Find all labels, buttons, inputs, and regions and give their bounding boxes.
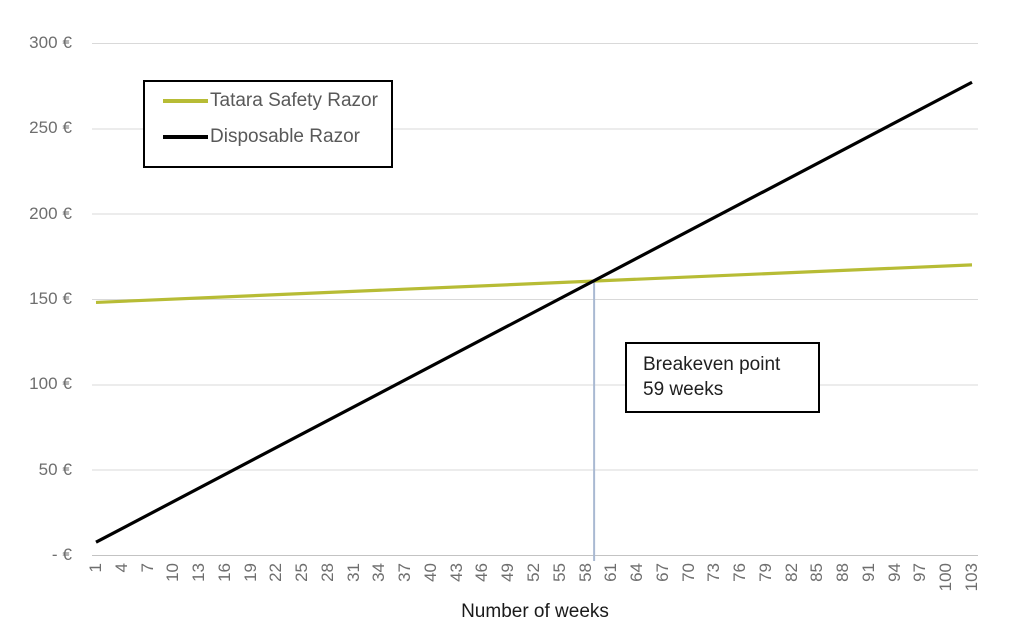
x-tick-label-70: 70 <box>678 563 698 582</box>
x-tick-label-43: 43 <box>446 563 466 582</box>
y-tick-label-300: 300 € <box>29 33 72 52</box>
x-tick-label-94: 94 <box>884 563 904 582</box>
series-line-disposable-razor <box>95 80 973 544</box>
legend-entry-disposable: Disposable Razor <box>163 126 385 148</box>
legend: Tatara Safety Razor Disposable Razor <box>143 80 393 168</box>
x-tick-label-55: 55 <box>549 563 569 582</box>
x-tick-label-1: 1 <box>86 563 105 573</box>
disposable-line-swatch <box>163 135 208 139</box>
legend-label-tatara: Tatara Safety Razor <box>210 90 378 111</box>
y-tick-label-0: - € <box>51 545 72 564</box>
x-tick-label-34: 34 <box>369 563 389 582</box>
breakeven-annotation: Breakeven point 59 weeks <box>625 342 820 413</box>
legend-entry-tatara: Tatara Safety Razor <box>163 90 385 112</box>
x-tick-label-88: 88 <box>833 563 853 582</box>
x-tick-label-82: 82 <box>781 563 801 582</box>
y-tick-label-100: 100 € <box>29 374 72 394</box>
x-tick-label-97: 97 <box>910 563 930 582</box>
x-tick-label-73: 73 <box>704 563 724 582</box>
x-tick-label-67: 67 <box>652 563 672 582</box>
y-tick-label-200: 200 € <box>29 203 72 223</box>
legend-label-disposable: Disposable Razor <box>210 126 360 147</box>
x-tick-label-22: 22 <box>266 563 286 582</box>
y-tick-label-150: 150 € <box>29 289 72 308</box>
x-tick-label-31: 31 <box>343 563 363 582</box>
x-tick-label-16: 16 <box>214 563 234 582</box>
x-tick-label-37: 37 <box>395 563 415 582</box>
annotation-line1: Breakeven point <box>643 354 781 375</box>
x-tick-label-85: 85 <box>807 563 827 582</box>
x-tick-label-100: 100 <box>936 563 956 592</box>
x-tick-label-58: 58 <box>575 563 595 582</box>
x-tick-label-13: 13 <box>189 563 209 582</box>
x-tick-label-25: 25 <box>292 563 312 582</box>
x-tick-label-76: 76 <box>730 563 750 582</box>
x-tick-label-10: 10 <box>163 563 183 582</box>
x-tick-label-19: 19 <box>240 563 260 582</box>
x-tick-label-40: 40 <box>420 563 440 582</box>
x-tick-label-103: 103 <box>962 563 981 592</box>
y-tick-label-50: 50 € <box>38 459 72 479</box>
x-tick-label-52: 52 <box>524 563 543 582</box>
x-tick-label-7: 7 <box>137 563 157 573</box>
x-tick-label-28: 28 <box>317 563 337 582</box>
x-tick-label-79: 79 <box>755 563 775 582</box>
tatara-line-swatch <box>163 99 208 103</box>
x-tick-label-91: 91 <box>858 563 878 582</box>
x-tick-label-64: 64 <box>627 563 647 582</box>
series-line-tatara-safety-razor <box>95 263 973 305</box>
annotation-line2: 59 weeks <box>643 379 724 400</box>
x-tick-label-46: 46 <box>472 563 492 582</box>
x-tick-label-61: 61 <box>601 563 621 582</box>
y-tick-label-250: 250 € <box>29 118 72 138</box>
x-axis-title: Number of weeks <box>461 601 609 622</box>
x-tick-label-49: 49 <box>498 563 518 582</box>
x-tick-label-4: 4 <box>111 563 131 573</box>
